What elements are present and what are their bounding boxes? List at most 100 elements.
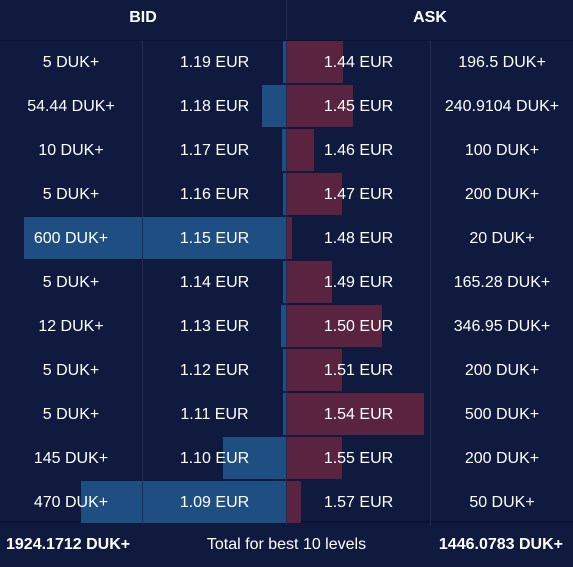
column-divider — [142, 173, 143, 217]
bid-depth-bar — [223, 437, 286, 479]
column-divider — [142, 349, 143, 393]
bid-price-cell: 1.19 EUR — [179, 54, 250, 71]
bid-price-cell: 1.18 EUR — [179, 98, 250, 115]
column-divider — [142, 85, 143, 129]
order-level-row[interactable]: 5 DUK+ 1.11 EUR 1.54 EUR 500 DUK+ — [0, 393, 573, 437]
column-divider — [142, 261, 143, 305]
ask-size-cell: 50 DUK+ — [469, 494, 535, 511]
column-divider — [430, 41, 431, 85]
bid-column-header: BID — [0, 0, 287, 40]
bid-price-cell: 1.10 EUR — [179, 450, 250, 467]
ask-price-cell: 1.54 EUR — [323, 406, 394, 423]
ask-price-cell: 1.47 EUR — [323, 186, 394, 203]
column-divider — [430, 173, 431, 217]
bid-depth-bar — [281, 305, 286, 347]
order-level-row[interactable]: 470 DUK+ 1.09 EUR 1.57 EUR 50 DUK+ — [0, 481, 573, 525]
ask-column-header: ASK — [413, 9, 447, 26]
ask-size-cell: 165.28 DUK+ — [453, 274, 551, 291]
ask-depth-bar — [287, 85, 353, 127]
bid-depth-bar — [283, 393, 286, 435]
ask-depth-bar — [287, 173, 342, 215]
order-level-row[interactable]: 145 DUK+ 1.10 EUR 1.55 EUR 200 DUK+ — [0, 437, 573, 481]
column-divider — [142, 437, 143, 481]
column-divider — [286, 437, 287, 481]
order-level-row[interactable]: 600 DUK+ 1.15 EUR 1.48 EUR 20 DUK+ — [0, 217, 573, 261]
ask-depth-bar — [287, 481, 301, 523]
column-divider — [430, 261, 431, 305]
column-divider — [430, 85, 431, 129]
bid-price-cell: 1.13 EUR — [179, 318, 250, 335]
bid-price-cell: 1.09 EUR — [179, 494, 250, 511]
order-level-row[interactable]: 5 DUK+ 1.16 EUR 1.47 EUR 200 DUK+ — [0, 173, 573, 217]
bid-depth-bar — [283, 349, 286, 391]
ask-price-cell: 1.51 EUR — [323, 362, 394, 379]
ask-price-cell: 1.57 EUR — [323, 494, 394, 511]
column-divider — [430, 217, 431, 261]
bid-size-cell: 145 DUK+ — [33, 450, 109, 467]
ask-total: 1446.0783 DUK+ — [438, 536, 563, 553]
column-divider — [430, 305, 431, 349]
bid-price-cell: 1.12 EUR — [179, 362, 250, 379]
bid-price-cell: 1.14 EUR — [179, 274, 250, 291]
column-divider — [286, 393, 287, 437]
bid-price-cell: 1.16 EUR — [179, 186, 250, 203]
ask-price-cell: 1.48 EUR — [323, 230, 394, 247]
ask-depth-bar — [287, 349, 342, 391]
ask-depth-bar — [287, 305, 382, 347]
column-divider — [430, 437, 431, 481]
bid-size-cell: 12 DUK+ — [38, 318, 104, 335]
column-divider — [142, 393, 143, 437]
column-divider — [286, 217, 287, 261]
ask-size-cell: 196.5 DUK+ — [458, 54, 546, 71]
ask-price-cell: 1.49 EUR — [323, 274, 394, 291]
ask-depth-bar — [287, 437, 342, 479]
bid-depth-bar — [81, 481, 286, 523]
bid-depth-bar — [24, 217, 286, 259]
bid-depth-bar — [262, 85, 286, 127]
column-divider — [142, 217, 143, 261]
ask-depth-bar — [287, 217, 292, 259]
bid-depth-bar — [283, 173, 286, 215]
ask-size-cell: 200 DUK+ — [464, 362, 540, 379]
bid-size-cell: 5 DUK+ — [42, 54, 100, 71]
ask-size-cell: 100 DUK+ — [464, 142, 540, 159]
column-divider — [286, 173, 287, 217]
ask-price-cell: 1.44 EUR — [323, 54, 394, 71]
column-divider — [430, 349, 431, 393]
column-divider — [286, 129, 287, 173]
bid-size-cell: 10 DUK+ — [38, 142, 104, 159]
order-level-row[interactable]: 5 DUK+ 1.19 EUR 1.44 EUR 196.5 DUK+ — [0, 41, 573, 85]
order-level-row[interactable]: 54.44 DUK+ 1.18 EUR 1.45 EUR 240.9104 DUK+ — [0, 85, 573, 129]
column-divider — [430, 393, 431, 437]
bid-price-cell: 1.17 EUR — [179, 142, 250, 159]
order-level-row[interactable]: 5 DUK+ 1.14 EUR 1.49 EUR 165.28 DUK+ — [0, 261, 573, 305]
order-book-header: BID ASK — [0, 0, 573, 41]
bid-total: 1924.1712 DUK+ — [6, 536, 131, 553]
bid-size-cell: 54.44 DUK+ — [27, 98, 115, 115]
ask-price-cell: 1.50 EUR — [323, 318, 394, 335]
ask-size-cell: 200 DUK+ — [464, 450, 540, 467]
bid-size-cell: 5 DUK+ — [42, 274, 100, 291]
order-book-levels: 5 DUK+ 1.19 EUR 1.44 EUR 196.5 DUK+ 54.44 DU… — [0, 41, 573, 525]
bid-size-cell: 5 DUK+ — [42, 186, 100, 203]
order-level-row[interactable]: 10 DUK+ 1.17 EUR 1.46 EUR 100 DUK+ — [0, 129, 573, 173]
bid-depth-bar — [283, 261, 286, 303]
bid-size-cell: 470 DUK+ — [33, 494, 109, 511]
column-divider — [286, 85, 287, 129]
order-level-row[interactable]: 5 DUK+ 1.12 EUR 1.51 EUR 200 DUK+ — [0, 349, 573, 393]
ask-size-cell: 20 DUK+ — [469, 230, 535, 247]
bid-size-cell: 5 DUK+ — [42, 406, 100, 423]
ask-depth-bar — [287, 261, 332, 303]
column-divider — [286, 305, 287, 349]
ask-depth-bar — [287, 129, 314, 171]
column-divider — [286, 261, 287, 305]
column-divider — [142, 41, 143, 85]
order-level-row[interactable]: 12 DUK+ 1.13 EUR 1.50 EUR 346.95 DUK+ — [0, 305, 573, 349]
column-divider — [286, 481, 287, 525]
ask-size-cell: 500 DUK+ — [464, 406, 540, 423]
ask-size-cell: 240.9104 DUK+ — [444, 98, 560, 115]
column-divider — [430, 129, 431, 173]
column-divider — [430, 481, 431, 525]
ask-price-cell: 1.55 EUR — [323, 450, 394, 467]
